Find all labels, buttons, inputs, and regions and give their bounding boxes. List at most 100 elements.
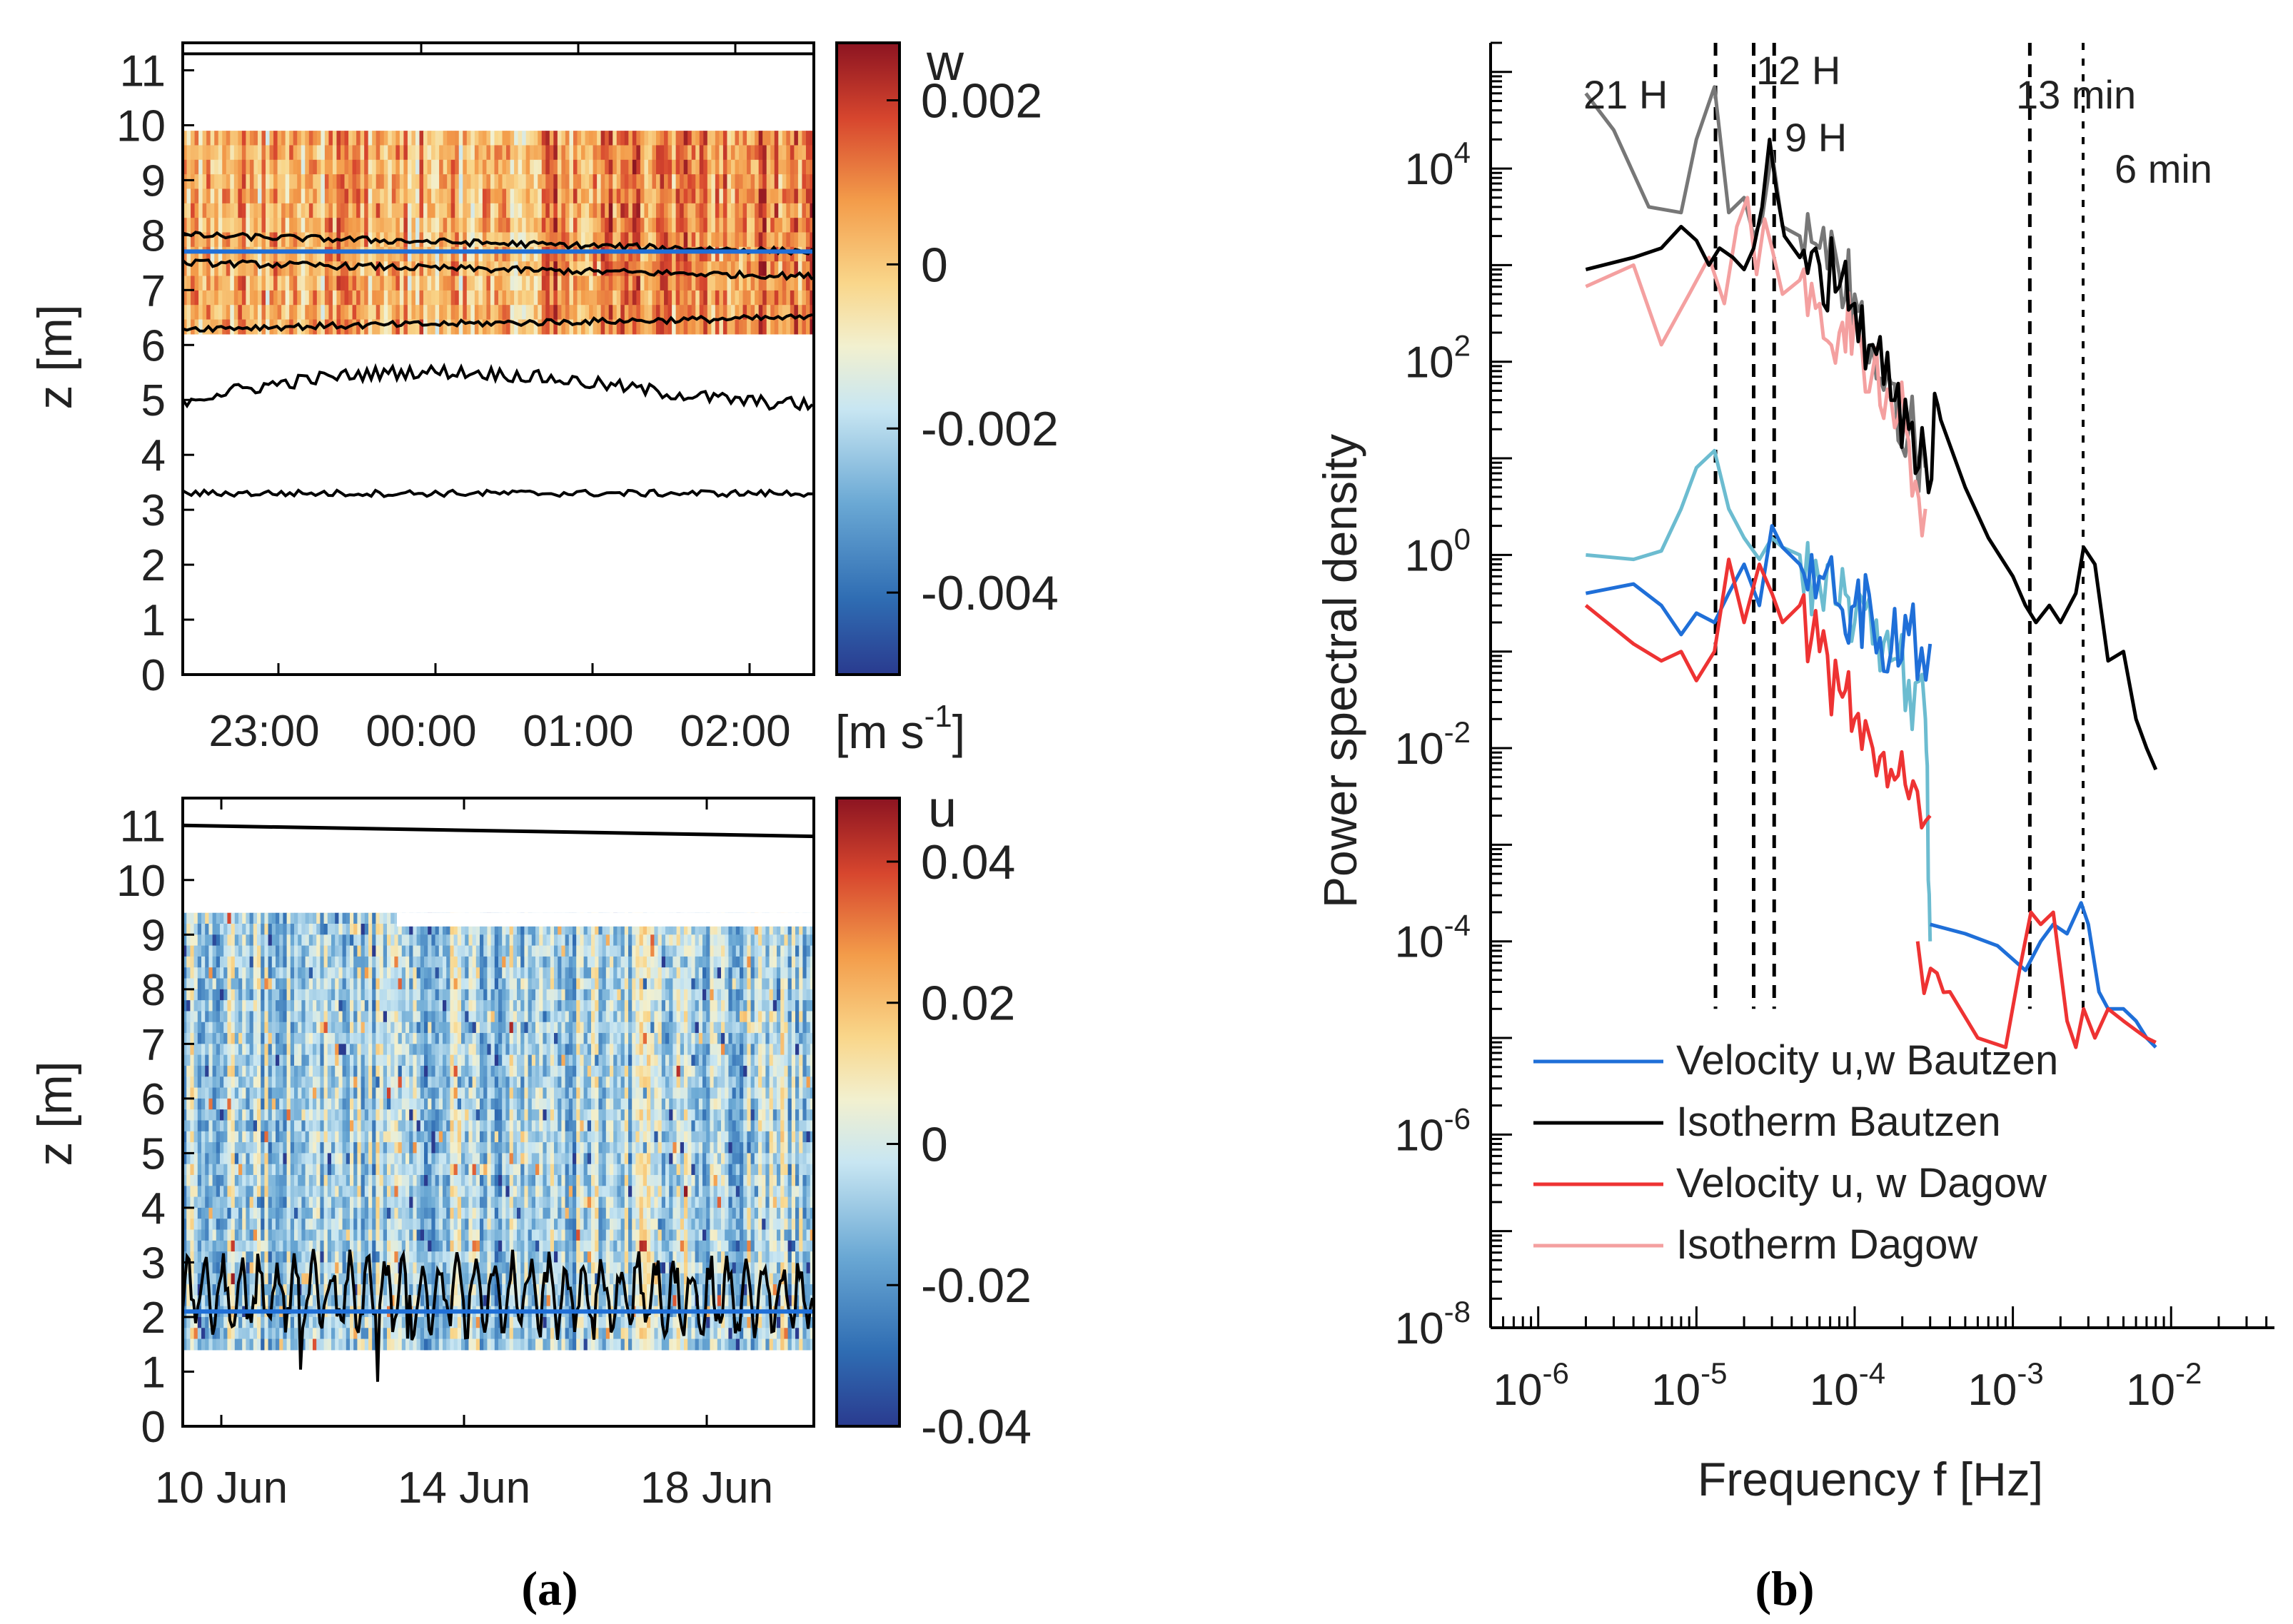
heat-cell-u <box>276 1295 280 1307</box>
heat-cell-w <box>802 261 807 277</box>
heat-cell-u <box>390 1273 395 1285</box>
heat-cell-w <box>301 305 306 321</box>
heat-cell-u <box>416 1065 421 1077</box>
heat-cell-u <box>357 1262 362 1274</box>
heat-cell-w <box>680 145 685 161</box>
heat-cell-u <box>276 1120 280 1132</box>
heat-cell-u <box>372 1153 376 1165</box>
heat-cell-w <box>316 145 321 161</box>
heat-cell-u <box>357 1338 362 1351</box>
heat-cell-u <box>253 1153 258 1165</box>
heat-cell-w <box>640 290 645 306</box>
heat-cell-u <box>279 1338 283 1351</box>
heat-cell-w <box>486 131 491 146</box>
heat-cell-u <box>246 1328 251 1340</box>
heat-cell-u <box>216 1131 221 1143</box>
heat-cell-u <box>368 1044 373 1056</box>
heat-cell-u <box>290 1022 295 1034</box>
heat-cell-u <box>208 1000 213 1012</box>
heat-cell-w <box>774 276 779 291</box>
heat-cell-w <box>608 305 613 321</box>
heat-cell-w <box>782 261 787 277</box>
heat-cell-w <box>525 145 530 161</box>
heat-cell-w <box>605 246 610 262</box>
heat-cell-u <box>257 1207 261 1219</box>
heat-cell-u <box>428 1098 432 1110</box>
heat-cell-u <box>320 934 325 947</box>
heat-cell-u <box>361 1142 366 1154</box>
heat-cell-u <box>242 1120 246 1132</box>
heat-cell-u <box>231 1076 236 1089</box>
heat-cell-u <box>305 1219 310 1231</box>
heat-cell-u <box>227 1011 232 1023</box>
heat-cell-w <box>301 203 306 218</box>
heat-cell-w <box>624 145 629 161</box>
heat-cell-u <box>308 1011 313 1023</box>
heat-cell-u <box>387 1219 391 1231</box>
heat-cell-w <box>506 319 511 335</box>
heat-cell-u <box>301 1284 306 1296</box>
heat-cell-u <box>249 1054 254 1066</box>
heat-cell-w <box>191 188 196 204</box>
heat-cell-u <box>308 945 313 957</box>
heat-cell-w <box>660 261 665 277</box>
heat-cell-w <box>293 246 298 262</box>
heat-cell-u <box>301 1131 306 1143</box>
heat-cell-u <box>283 1153 288 1165</box>
heat-cell-u <box>301 1338 306 1351</box>
heat-cell-u <box>357 1328 362 1340</box>
heat-cell-w <box>805 276 811 291</box>
heat-cell-u <box>420 1109 425 1121</box>
heat-cell-u <box>223 1000 228 1012</box>
heat-cell-u <box>186 1273 191 1285</box>
heat-cell-u <box>327 1164 332 1176</box>
heat-cell-u <box>308 1120 313 1132</box>
heat-cell-w <box>222 232 227 248</box>
heat-cell-u <box>286 1316 291 1328</box>
heat-cell-u <box>201 1142 206 1154</box>
heat-cell-u <box>193 1186 198 1198</box>
heat-cell-w <box>683 131 688 146</box>
heat-cell-w <box>277 203 282 218</box>
heat-cell-w <box>742 188 747 204</box>
heat-cell-u <box>357 1142 362 1154</box>
heat-cell-w <box>498 145 503 161</box>
heat-cell-u <box>338 1000 343 1012</box>
heat-cell-w <box>352 159 357 175</box>
heat-cell-w <box>455 305 460 321</box>
heat-cell-w <box>328 290 333 306</box>
heat-cell-w <box>490 159 495 175</box>
heat-cell-w <box>794 188 799 204</box>
heat-cell-w <box>450 203 455 218</box>
heat-cell-u <box>390 967 395 979</box>
heat-cell-w <box>652 276 657 291</box>
heat-cell-w <box>613 159 618 175</box>
heat-cell-u <box>313 1142 317 1154</box>
heat-cell-u <box>409 924 413 935</box>
heat-cell-w <box>486 290 491 306</box>
heat-cell-u <box>183 1044 187 1056</box>
heat-cell-u <box>271 1164 276 1176</box>
heat-cell-w <box>699 188 704 204</box>
heat-cell-u <box>290 924 295 935</box>
heat-cell-u <box>286 1186 291 1198</box>
heat-cell-w <box>388 203 393 218</box>
heat-cell-u <box>346 1011 351 1023</box>
heat-cell-u <box>420 1054 425 1066</box>
heat-cell-u <box>249 934 254 947</box>
heat-cell-w <box>620 188 625 204</box>
heat-cell-u <box>193 1175 198 1186</box>
heat-cell-u <box>424 1142 428 1154</box>
heat-cell-u <box>279 1022 283 1034</box>
heat-cell-u <box>398 1065 403 1077</box>
heat-cell-w <box>277 276 282 291</box>
heat-cell-w <box>762 174 767 190</box>
heat-cell-w <box>490 188 495 204</box>
heat-cell-w <box>561 159 566 175</box>
heat-cell-w <box>680 131 685 146</box>
heat-cell-u <box>383 989 388 1001</box>
heat-cell-w <box>640 261 645 277</box>
heat-cell-w <box>194 203 199 218</box>
heat-cell-u <box>276 1251 280 1264</box>
